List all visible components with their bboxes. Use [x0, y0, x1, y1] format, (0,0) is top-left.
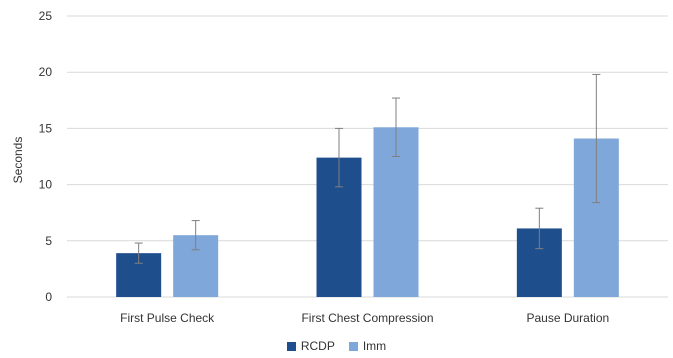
y-tick-label: 25 [39, 9, 53, 23]
gridlines [67, 15, 668, 298]
x-axis-ticks: First Pulse Check First Chest Compression… [120, 311, 609, 325]
bar-chart: 0 5 10 15 20 25 First Pulse Check First Chest … [11, 9, 668, 325]
y-tick-label: 20 [39, 65, 53, 79]
error-bars [134, 73, 601, 264]
x-tick-label: First Chest Compression [301, 311, 433, 325]
y-tick-label: 10 [39, 178, 53, 192]
y-axis-ticks: 0 5 10 15 20 25 [39, 9, 53, 304]
legend: RCDP Imm [0, 336, 673, 356]
x-tick-label: First Pulse Check [120, 311, 215, 325]
legend-label-rcdp: RCDP [300, 339, 335, 353]
y-axis-label: Seconds [11, 137, 25, 184]
y-tick-label: 5 [45, 234, 52, 248]
legend-item-rcdp: RCDP [286, 339, 335, 353]
legend-swatch-rcdp [286, 341, 296, 351]
legend-swatch-imm [348, 341, 358, 351]
legend-label-imm: Imm [362, 339, 387, 353]
x-tick-label: Pause Duration [526, 311, 609, 325]
legend-item-imm: Imm [348, 339, 387, 353]
bars [116, 127, 619, 297]
y-tick-label: 0 [45, 290, 52, 304]
y-tick-label: 15 [39, 121, 53, 135]
